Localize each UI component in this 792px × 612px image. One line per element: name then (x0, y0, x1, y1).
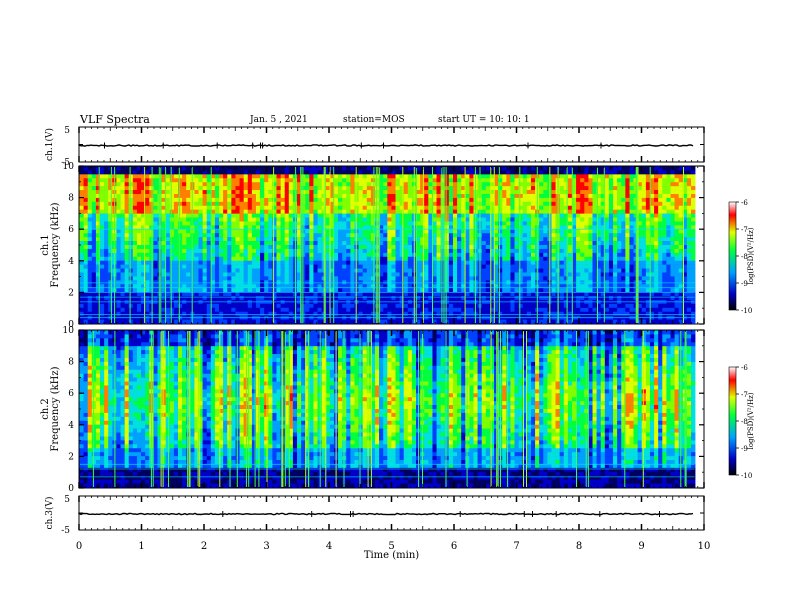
ch1-waveform-trace (78, 142, 694, 149)
y-axis-frequency-label: Frequency (kHz) (50, 202, 61, 287)
y-tick-label: 2 (68, 288, 74, 298)
y-tick-label: 6 (68, 389, 74, 399)
y-tick-label: 8 (68, 194, 74, 204)
y-tick-label: 2 (68, 452, 74, 462)
colorbar-tick-label: -7 (741, 226, 748, 234)
colorbar-label: log(PSD)(V²/Hz) (747, 392, 755, 449)
y-tick-label: -5 (61, 526, 70, 536)
y-axis-frequency-label: Frequency (kHz) (50, 366, 61, 451)
date-label: Jan. 5 , 2021 (250, 115, 308, 125)
axis-ticks (78, 127, 705, 530)
x-axis-label: Time (min) (364, 550, 419, 561)
ch3-waveform-trace (78, 511, 694, 517)
ch1-spectrogram-image (79, 166, 696, 324)
y-axis-channel-label: ch.2 (40, 398, 51, 420)
y-tick-label: 4 (68, 421, 74, 431)
colorbar-tick-label: -6 (741, 364, 748, 372)
colorbar-tick-label: -10 (741, 472, 752, 480)
y-tick-label: -5 (61, 158, 70, 168)
x-tick-label: 6 (451, 541, 457, 552)
colorbar-label: log(PSD)(V²/Hz) (747, 227, 755, 284)
x-tick-label: 0 (76, 541, 82, 552)
x-tick-label: 8 (576, 541, 582, 552)
colorbar-tick-label: -7 (741, 391, 748, 399)
y-axis-label: ch.3(V) (44, 497, 55, 530)
start-time-label: start UT = 10: 10: 1 (438, 115, 530, 125)
x-tick-label: 2 (201, 541, 207, 552)
colorbar-tick-label: -10 (741, 307, 752, 315)
ch2-colorbar: -6 -7 -8 -9 -10 log(PSD)(V²/Hz) (728, 364, 755, 480)
station-label: station=MOS (343, 115, 405, 125)
y-tick-label: 6 (68, 225, 74, 235)
x-tick-label: 1 (138, 541, 144, 552)
colorbar-tick-label: -6 (741, 199, 748, 207)
y-tick-label: 10 (63, 162, 75, 172)
y-axis-channel-label: ch.1 (40, 234, 51, 256)
colorbar-bar (728, 366, 737, 476)
y-tick-label: 5 (64, 495, 70, 505)
y-tick-label: 0 (68, 484, 74, 494)
ch1-colorbar: -6 -7 -8 -9 -10 log(PSD)(V²/Hz) (728, 199, 755, 315)
ch2-spectrogram-image (79, 330, 696, 488)
x-tick-label: 3 (263, 541, 269, 552)
y-axis-label: ch.1(V) (44, 128, 55, 161)
x-tick-label: 5 (388, 541, 394, 552)
colorbar-tick-label: -8 (741, 418, 748, 426)
colorbar-tick-label: -8 (741, 253, 748, 261)
x-tick-label: 7 (513, 541, 519, 552)
colorbar-bar (728, 201, 737, 311)
y-tick-label: 0 (68, 320, 74, 330)
x-tick-label: 10 (698, 541, 711, 552)
x-tick-label: 4 (326, 541, 332, 552)
y-tick-label: 8 (68, 358, 74, 368)
y-tick-label: 10 (63, 326, 75, 336)
page-title: VLF Spectra (80, 113, 150, 126)
y-tick-label: 4 (68, 257, 74, 267)
y-tick-label: 5 (64, 126, 70, 136)
colorbar-tick-label: -9 (741, 445, 748, 453)
x-tick-label: 9 (638, 541, 644, 552)
colorbar-tick-label: -9 (741, 280, 748, 288)
